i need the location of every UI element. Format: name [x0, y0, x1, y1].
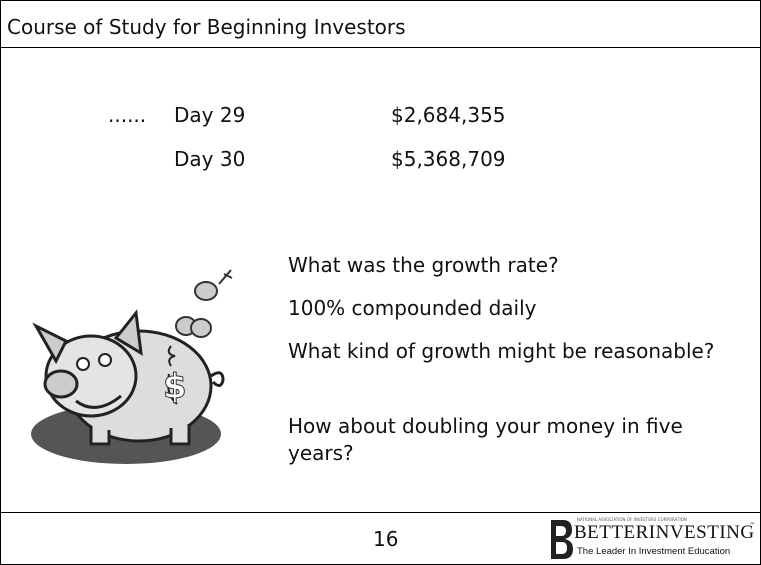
- coin-motion: [218, 269, 233, 285]
- amount: $5,368,709: [391, 147, 506, 171]
- header-rule: [1, 47, 760, 48]
- amount: $2,684,355: [391, 103, 506, 127]
- slide-title: Course of Study for Beginning Investors: [7, 15, 406, 39]
- dollar-sign: [167, 345, 178, 405]
- pig-legs: [89, 424, 191, 446]
- answer: 100% compounded daily: [288, 296, 537, 320]
- piggy-bank-illustration: $: [31, 269, 233, 464]
- logo-mark: [551, 520, 573, 559]
- question: What kind of growth might be reasonable?: [288, 339, 715, 363]
- pig-eye: [76, 357, 90, 371]
- coin: [194, 281, 218, 301]
- logo-tagline: The Leader In Investment Education: [577, 546, 731, 557]
- pig-ears: [32, 309, 143, 365]
- coin: [190, 318, 212, 338]
- page-number: 16: [373, 527, 399, 551]
- ellipsis: ......: [108, 103, 147, 127]
- logo-name: BETTERINVESTING: [574, 522, 755, 543]
- question: How about doubling your money in five ye…: [288, 414, 683, 465]
- day: Day 30: [174, 147, 246, 171]
- footer-rule: [1, 512, 760, 513]
- logo-b-counter: [556, 526, 567, 554]
- pig-tail: [210, 371, 225, 387]
- pig-eye: [98, 353, 112, 367]
- pig-mouth: [75, 394, 122, 409]
- question: What was the growth rate?: [288, 253, 559, 277]
- logo-top-line: NATIONAL ASSOCIATION OF INVESTORS CORPOR…: [577, 517, 687, 522]
- day: Day 29: [174, 103, 246, 127]
- logo-trademark: ™: [749, 522, 755, 529]
- dollar-sign: $: [163, 367, 187, 407]
- pig-snout: [43, 369, 79, 399]
